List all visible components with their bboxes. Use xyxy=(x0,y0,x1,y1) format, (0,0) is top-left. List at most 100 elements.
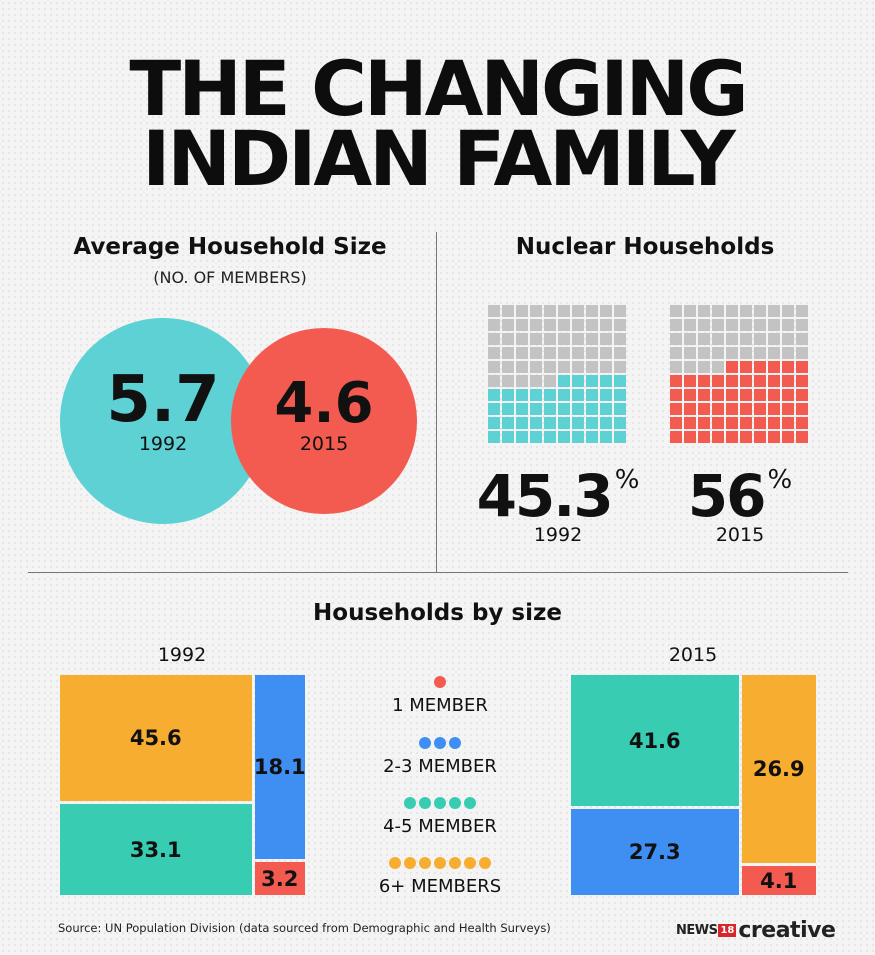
waffle-cell xyxy=(768,347,780,359)
waffle-cell xyxy=(768,389,780,401)
waffle-cell xyxy=(782,333,794,345)
waffle-cell xyxy=(614,431,626,443)
treemap-cell-6-members: 26.9 xyxy=(741,675,816,863)
waffle-cell xyxy=(768,375,780,387)
waffle-cell xyxy=(530,319,542,331)
percent-sign-1992: % xyxy=(614,465,640,495)
legend-label-1-member: 1 MEMBER xyxy=(392,695,488,716)
waffle-cell xyxy=(698,347,710,359)
waffle-cell xyxy=(684,305,696,317)
waffle-cell xyxy=(558,347,570,359)
waffle-cell xyxy=(670,389,682,401)
waffle-cell xyxy=(600,305,612,317)
waffle-cell xyxy=(740,389,752,401)
waffle-cell xyxy=(712,417,724,429)
waffle-cell xyxy=(572,361,584,373)
waffle-cell xyxy=(614,319,626,331)
waffle-cell xyxy=(754,403,766,415)
waffle-cell xyxy=(796,375,808,387)
waffle-cell xyxy=(726,389,738,401)
nuclear-year-1992: 1992 xyxy=(533,524,583,546)
treemap-cell-4-5-member: 41.6 xyxy=(571,675,739,806)
waffle-cell xyxy=(796,417,808,429)
waffle-cell xyxy=(726,361,738,373)
waffle-cell xyxy=(614,389,626,401)
waffle-cell xyxy=(712,347,724,359)
waffle-cell xyxy=(614,403,626,415)
nuclear-value-1992: 45.3 xyxy=(476,462,614,530)
bubble-2015: 4.6 2015 xyxy=(231,328,417,514)
waffle-cell xyxy=(768,431,780,443)
waffle-cell xyxy=(502,305,514,317)
waffle-cell xyxy=(558,333,570,345)
waffle-cell xyxy=(544,319,556,331)
waffle-cell xyxy=(796,319,808,331)
waffle-cell xyxy=(600,319,612,331)
legend-label-6-plus-members: 6+ MEMBERS xyxy=(378,876,502,897)
source-note: Source: UN Population Division (data sou… xyxy=(58,921,551,935)
waffle-cell xyxy=(502,375,514,387)
waffle-cell xyxy=(502,347,514,359)
waffle-cell xyxy=(544,361,556,373)
waffle-cell xyxy=(684,403,696,415)
waffle-cell xyxy=(712,305,724,317)
waffle-cell xyxy=(586,431,598,443)
treemap-1992: 45.6 33.1 18.1 3.2 xyxy=(60,675,306,895)
waffle-cell xyxy=(768,403,780,415)
waffle-cell xyxy=(530,403,542,415)
waffle-cell xyxy=(754,375,766,387)
waffle-cell xyxy=(782,361,794,373)
waffle-cell xyxy=(670,375,682,387)
waffle-cell xyxy=(768,305,780,317)
waffle-cell xyxy=(754,389,766,401)
waffle-cell xyxy=(796,347,808,359)
legend-label-4-5-member: 4-5 MEMBER xyxy=(383,816,497,837)
waffle-cell xyxy=(530,333,542,345)
title-line-2: INDIAN FAMILY xyxy=(142,114,736,203)
waffle-cell xyxy=(698,417,710,429)
waffle-cell xyxy=(698,361,710,373)
waffle-1992 xyxy=(488,305,626,443)
waffle-cell xyxy=(670,361,682,373)
nuclear-percent-2015: 56% xyxy=(640,462,840,530)
legend-item-4-5-member: 4-5 MEMBER xyxy=(340,797,540,837)
waffle-cell xyxy=(670,305,682,317)
waffle-cell xyxy=(768,417,780,429)
waffle-cell xyxy=(740,305,752,317)
waffle-cell xyxy=(586,375,598,387)
waffle-cell xyxy=(586,417,598,429)
legend-item-1-member: 1 MEMBER xyxy=(340,676,540,716)
waffle-2015 xyxy=(670,305,808,443)
avg-household-heading: Average Household Size xyxy=(73,234,387,260)
waffle-cell xyxy=(516,403,528,415)
waffle-cell xyxy=(600,389,612,401)
waffle-cell xyxy=(684,431,696,443)
waffle-cell xyxy=(544,417,556,429)
nuclear-heading: Nuclear Households xyxy=(515,234,775,260)
bubble-year-2015: 2015 xyxy=(299,432,349,455)
waffle-cell xyxy=(516,305,528,317)
waffle-cell xyxy=(754,361,766,373)
waffle-cell xyxy=(726,333,738,345)
waffle-cell xyxy=(698,431,710,443)
waffle-cell xyxy=(530,431,542,443)
waffle-cell xyxy=(782,431,794,443)
waffle-cell xyxy=(698,403,710,415)
waffle-cell xyxy=(530,305,542,317)
waffle-cell xyxy=(782,347,794,359)
nuclear-percent-1992: 45.3% xyxy=(458,462,658,530)
treemap-year-2015: 2015 xyxy=(668,644,718,666)
waffle-cell xyxy=(740,417,752,429)
waffle-cell xyxy=(600,417,612,429)
legend-dot xyxy=(449,737,461,749)
legend-item-6-plus-members: 6+ MEMBERS xyxy=(340,857,540,897)
treemap-cell-2-3-member: 27.3 xyxy=(571,809,739,895)
waffle-cell xyxy=(614,333,626,345)
waffle-cell xyxy=(684,333,696,345)
waffle-cell xyxy=(782,319,794,331)
waffle-cell xyxy=(754,305,766,317)
waffle-cell xyxy=(572,389,584,401)
waffle-cell xyxy=(670,333,682,345)
waffle-cell xyxy=(670,347,682,359)
legend-dot xyxy=(434,797,446,809)
